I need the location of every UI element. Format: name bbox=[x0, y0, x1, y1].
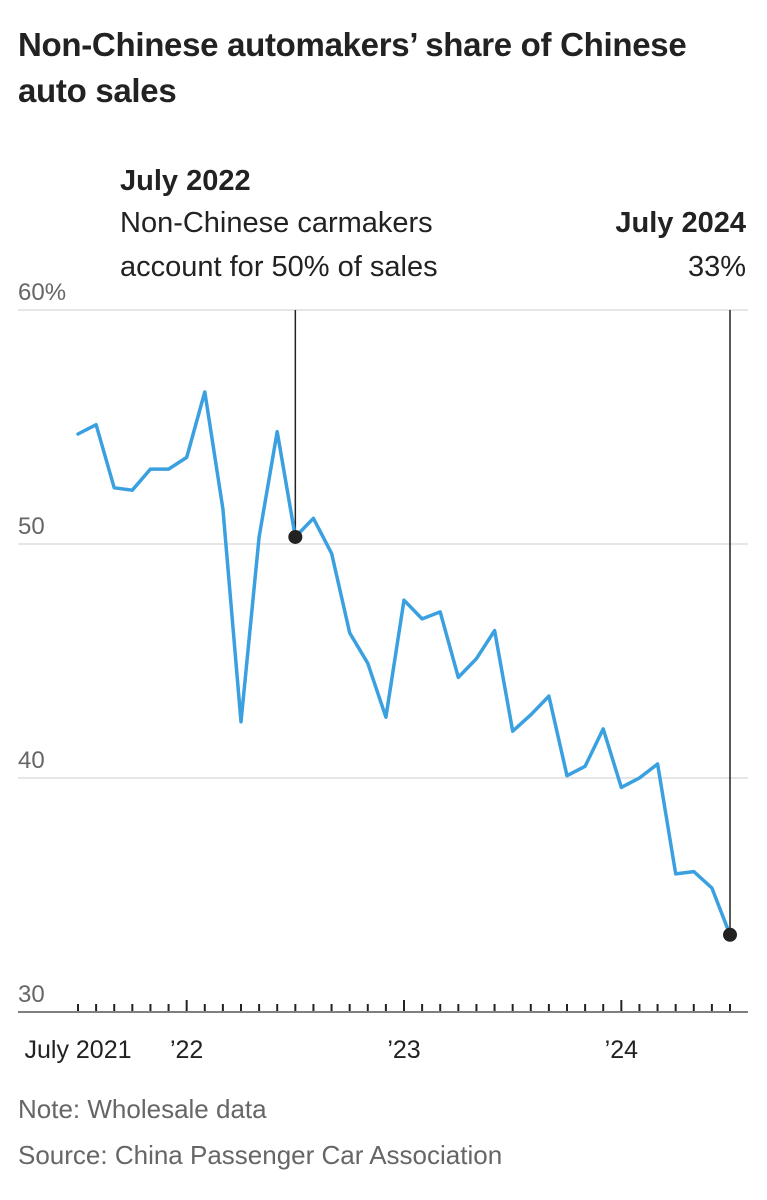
series-line bbox=[76, 390, 732, 937]
annotation-text: account for 50% of sales bbox=[120, 251, 438, 283]
annotation-text: 33% bbox=[688, 251, 746, 283]
annotation-heading: July 2024 bbox=[615, 207, 746, 239]
x-tick-label: ’22 bbox=[170, 1036, 203, 1064]
annotation-heading: July 2022 bbox=[120, 165, 251, 197]
annotation-marker bbox=[723, 927, 737, 942]
y-tick-label: 30 bbox=[18, 981, 45, 1008]
line-chart: 60% 50 40 30 July 2021 ’22 ’23 ’24 July 2022 Non-… bbox=[18, 165, 748, 1064]
x-tick-label: ’24 bbox=[605, 1036, 638, 1064]
y-tick-label: 60% bbox=[18, 279, 66, 306]
annotation-text: Non-Chinese carmakers bbox=[120, 207, 433, 239]
chart-note: Note: Wholesale data bbox=[18, 1094, 267, 1124]
y-tick-label: 40 bbox=[18, 747, 45, 774]
chart-source: Source: China Passenger Car Association bbox=[18, 1140, 503, 1170]
annotation-marker bbox=[288, 529, 303, 544]
x-tick-label: ’23 bbox=[387, 1036, 420, 1064]
chart-title: Non-Chinese automakers’ share of Chinese… bbox=[18, 26, 687, 109]
y-tick-label: 50 bbox=[18, 513, 45, 540]
x-tick-label: July 2021 bbox=[24, 1036, 131, 1064]
